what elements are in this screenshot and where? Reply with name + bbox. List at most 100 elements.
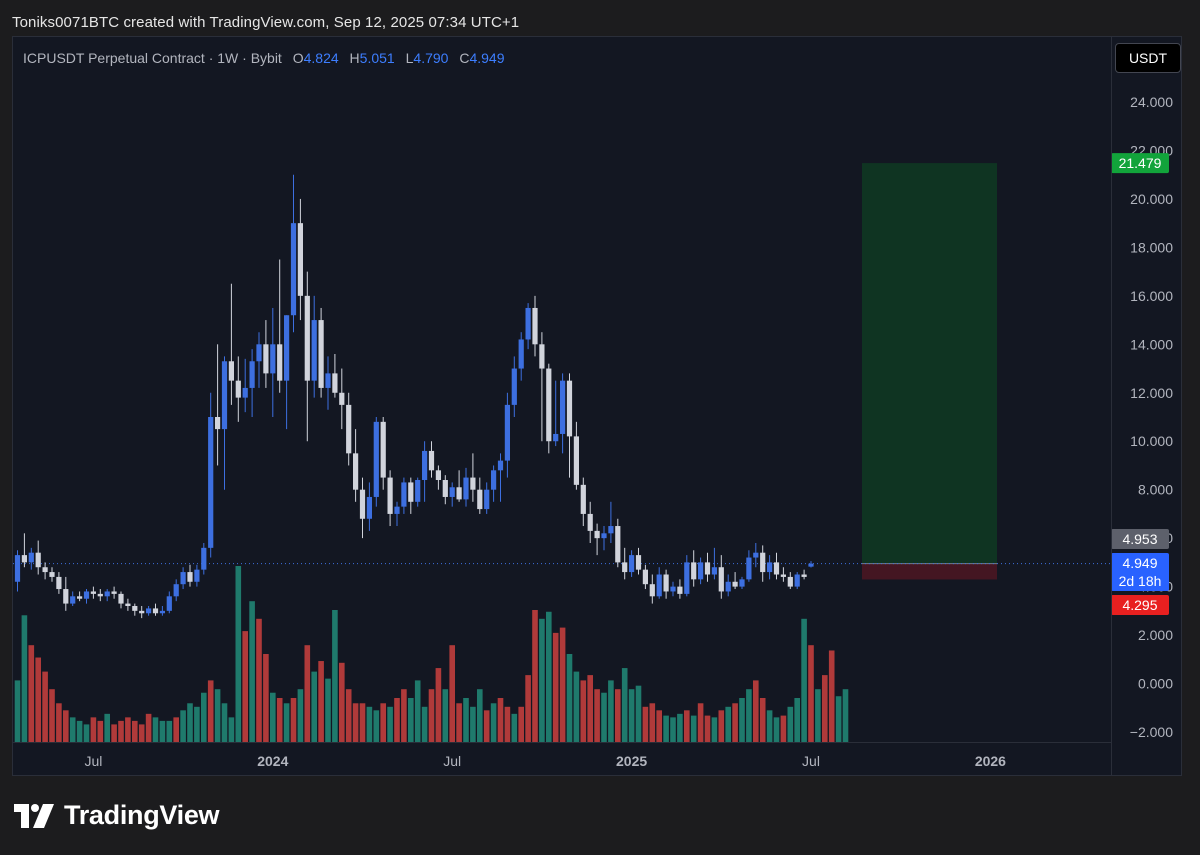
time-tick-label: 2026 [975, 753, 1006, 769]
volume-bar [828, 650, 835, 742]
volume-bar [801, 618, 807, 742]
candle-body [691, 562, 697, 580]
candle-body [290, 223, 297, 316]
open-key: O [292, 50, 304, 66]
candle-body [311, 320, 317, 381]
price-tick-label: −2.000 [1130, 724, 1173, 740]
volume-bar [470, 706, 476, 742]
candle-body [711, 567, 717, 575]
candle-body [284, 315, 290, 381]
candle-body [746, 557, 752, 580]
tradingview-logo[interactable]: TradingView [14, 800, 220, 831]
price-axis-divider [1111, 37, 1112, 775]
volume-bar [621, 668, 628, 742]
candle-body [339, 392, 345, 405]
volume-bar [380, 703, 386, 742]
candle-body [511, 368, 517, 405]
volume-bar [759, 698, 766, 742]
volume-bar [97, 720, 104, 742]
volume-bar [90, 717, 97, 742]
volume-bar [173, 717, 179, 742]
countdown-label: 2d 18h [1119, 573, 1162, 589]
volume-bar [566, 654, 573, 742]
candle-body [649, 584, 655, 597]
candle-body [725, 581, 731, 592]
volume-bar [125, 717, 131, 742]
candle-body [56, 576, 62, 590]
candle-body [359, 489, 366, 519]
volume-bar [263, 654, 269, 742]
price-tick-label: 20.000 [1130, 191, 1173, 207]
volume-bar [559, 627, 566, 742]
target-price-label-bg [1111, 153, 1169, 174]
volume-bar [194, 706, 200, 742]
volume-bar [325, 678, 331, 742]
volume-bar [242, 631, 248, 742]
volume-bar [504, 706, 511, 742]
candle-body [14, 555, 21, 582]
price-chart[interactable] [13, 37, 1111, 776]
candle-body [263, 344, 269, 374]
candle-body [104, 591, 110, 597]
candle-body [304, 295, 310, 381]
current-price-label-bg [1111, 553, 1169, 591]
volume-bar [138, 724, 145, 742]
candle-body [159, 610, 165, 614]
candle-body [677, 586, 683, 594]
volume-bar [408, 698, 414, 742]
candle-body [125, 603, 131, 606]
time-axis-divider [13, 742, 1111, 743]
candle-body [21, 555, 27, 563]
currency-button[interactable]: USDT [1115, 43, 1181, 73]
volume-bar [187, 703, 193, 742]
price-tick-label: 10.000 [1130, 433, 1173, 449]
price-tick-label: 18.000 [1130, 239, 1173, 255]
volume-bar [690, 715, 697, 742]
candle-body [698, 562, 704, 580]
chart-attribution: Toniks0071BTC created with TradingView.c… [12, 14, 520, 31]
volume-bar [594, 689, 600, 742]
volume-bar [442, 689, 449, 742]
candle-body [297, 223, 303, 296]
high-key: H [349, 50, 360, 66]
candle-body [70, 596, 76, 604]
volume-bar [518, 706, 524, 742]
candle-body [373, 421, 379, 497]
candle-body [63, 589, 69, 604]
volume-bar [104, 713, 110, 742]
candle-body [753, 552, 759, 558]
volume-bar [753, 680, 759, 742]
volume-bar [132, 720, 138, 742]
volume-bar [180, 710, 186, 742]
volume-bar [387, 706, 393, 742]
volume-bar [477, 689, 483, 742]
candle-body [387, 477, 393, 514]
volume-bar [808, 645, 814, 742]
volume-bar [628, 689, 635, 742]
candle-body [325, 373, 331, 388]
chart-frame: 24.000 22.000 20.000 18.000 16.000 14.000 12.0… [12, 36, 1182, 776]
candle-body [428, 450, 435, 471]
candle-body [90, 591, 96, 594]
candle-body [256, 344, 262, 362]
volume-bar [773, 717, 780, 742]
volume-bar [649, 703, 656, 742]
volume-bar [276, 698, 283, 742]
candle-body [663, 574, 669, 592]
volume-bar [290, 698, 297, 742]
volume-bar [497, 698, 504, 742]
volume-bar [842, 689, 849, 742]
volume-bar [283, 703, 290, 742]
volume-bar [311, 671, 317, 742]
candle-body [408, 482, 414, 502]
volume-bar [835, 696, 842, 742]
candle-body [539, 344, 545, 369]
close-key: C [459, 50, 470, 66]
candle-body [366, 496, 372, 519]
candle-body [553, 433, 559, 442]
volume-bar [332, 610, 338, 742]
price-axis[interactable]: 24.00022.00020.00018.00016.00014.00012.0… [1111, 37, 1182, 776]
price-tick-label: 2.000 [1138, 627, 1173, 643]
time-tick-label: Jul [84, 753, 102, 769]
time-axis[interactable]: Jul 2024 Jul 2025 Jul 2026 [13, 743, 1111, 776]
